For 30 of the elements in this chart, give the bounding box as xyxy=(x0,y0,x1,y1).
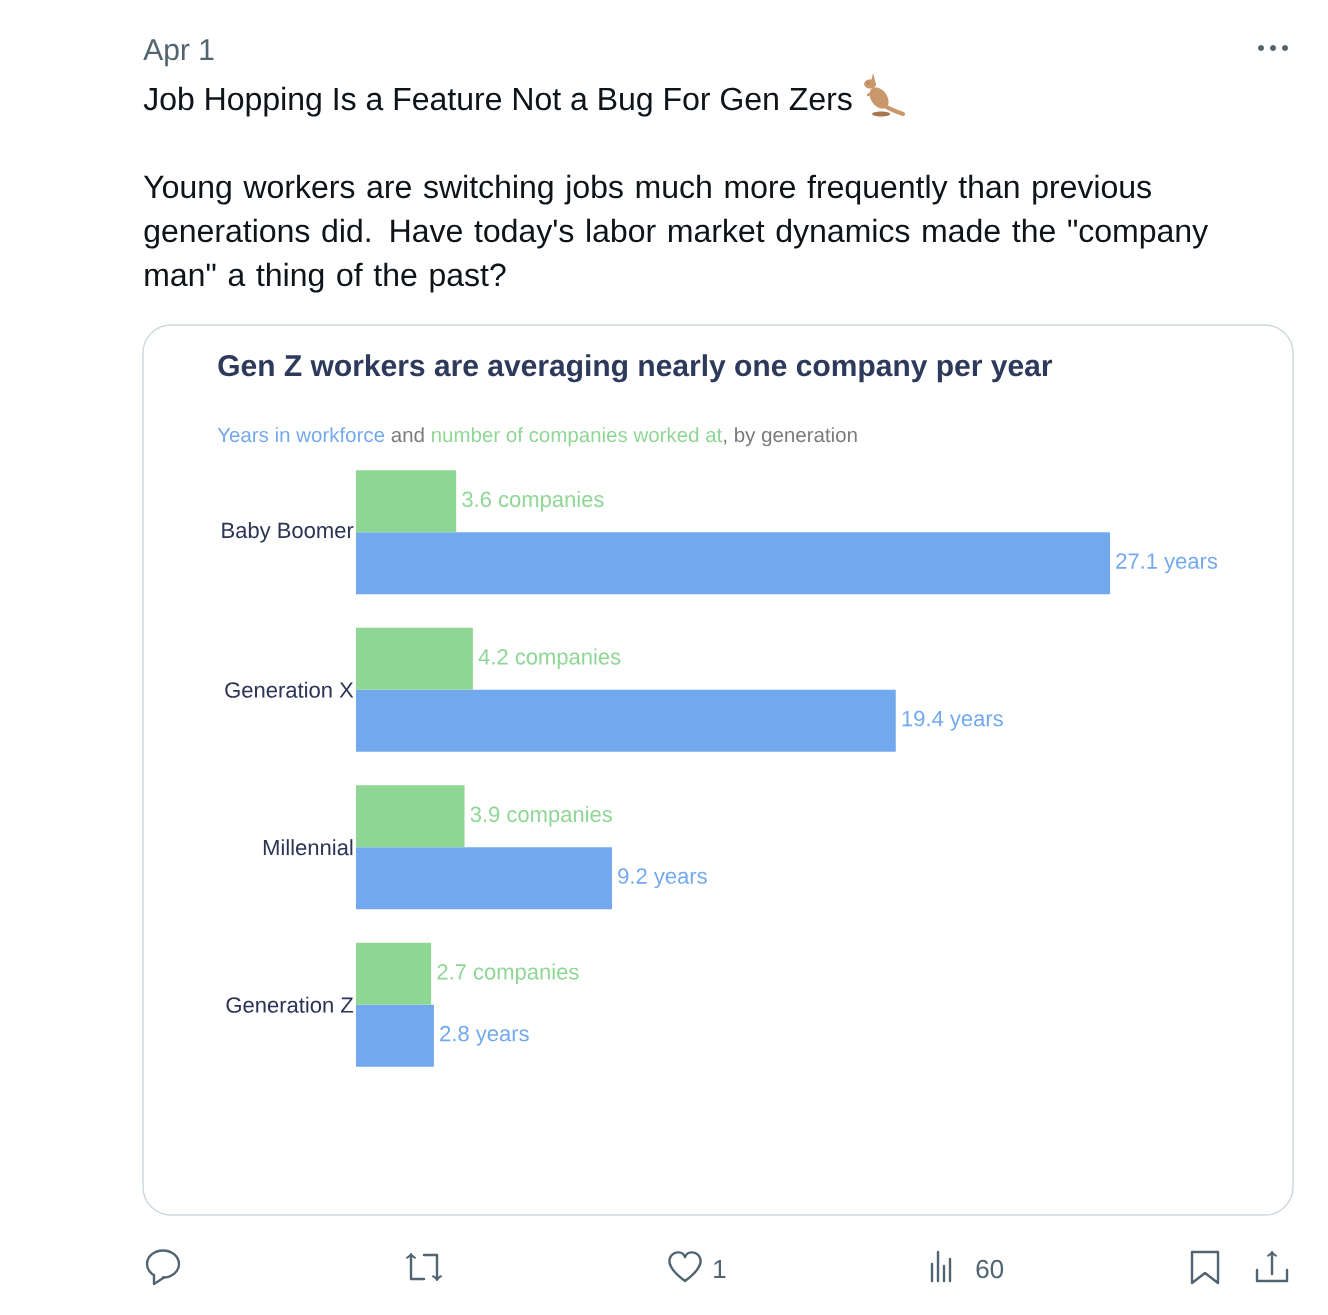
data-label: 3.6 companies xyxy=(462,490,604,512)
text: , by generation xyxy=(724,427,857,447)
data-label: 2.8 years xyxy=(440,1025,529,1046)
data-label: 2.7 companies xyxy=(437,963,579,984)
data-label: 27.1 years xyxy=(1116,553,1218,574)
y-tick-label: Generation Z xyxy=(226,996,354,1013)
bar xyxy=(356,1004,434,1067)
y-tick-label: Millennial xyxy=(263,839,353,856)
bar xyxy=(356,627,473,690)
series-label: number of companies worked at xyxy=(432,427,723,447)
bar xyxy=(356,847,612,910)
text: Young workers are switching jobs much more frequently than previous generations did. Have today's labor market dynamics made the "company man" a thing of the past? xyxy=(143,174,1209,293)
bar xyxy=(356,532,1111,595)
bar xyxy=(356,785,465,848)
data-label: 9.2 years xyxy=(618,868,707,889)
chart-title: Gen Z workers are averaging nearly one company per year xyxy=(218,354,1053,383)
y-tick-label: Generation X xyxy=(225,681,354,698)
text: 60 xyxy=(976,1259,1004,1279)
text: Job Hopping Is a Feature Not a Bug For Gen Zers xyxy=(143,86,852,117)
text: 1 xyxy=(714,1260,726,1278)
text: and xyxy=(391,427,424,443)
data-label: 19.4 years xyxy=(902,710,1003,731)
text: Years in workforce xyxy=(217,427,385,443)
text: Apr 1 xyxy=(143,39,214,67)
bar xyxy=(356,942,432,1005)
y-tick-label: Baby Boomer xyxy=(222,521,354,543)
bar xyxy=(356,689,896,752)
data-label: 3.9 companies xyxy=(470,805,612,827)
data-label: 4.2 companies xyxy=(478,648,621,669)
bar xyxy=(356,470,457,533)
